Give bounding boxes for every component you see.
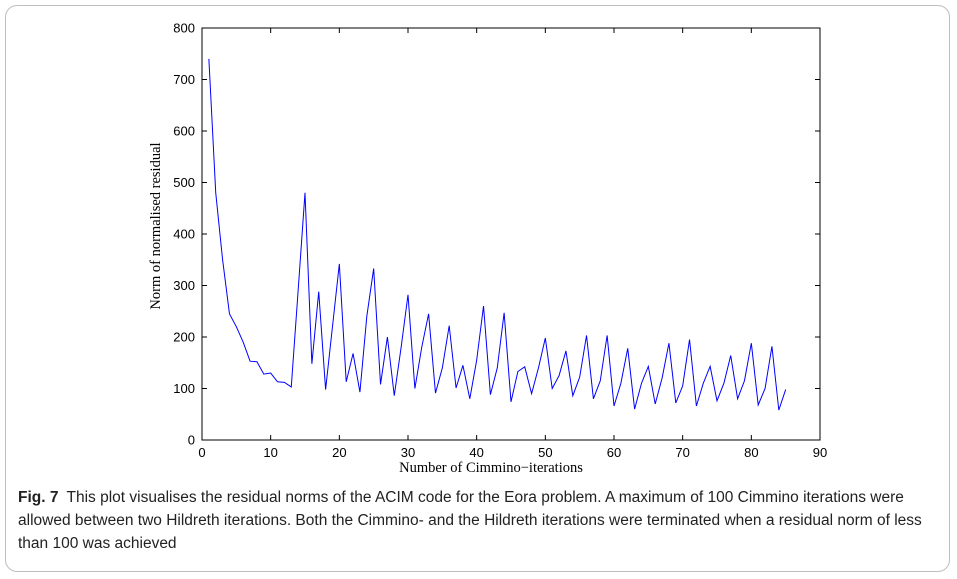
x-axis-title: Number of Cimmino−iterations: [399, 460, 583, 476]
y-tick-label: 300: [173, 278, 195, 293]
x-tick-label: 60: [607, 445, 621, 460]
x-tick-label: 70: [675, 445, 689, 460]
line-chart: 0 10 20 30 40 50 60 70 80 90 0 100 200 300 400 500 600 70…: [148, 21, 827, 477]
y-tick-label: 200: [173, 330, 195, 345]
x-tick-label: 30: [401, 445, 415, 460]
x-tick-label: 0: [198, 445, 205, 460]
y-axis-title: Norm of normalised residual: [148, 142, 164, 309]
x-tick-label: 40: [469, 445, 483, 460]
figure-label: Fig. 7: [18, 489, 59, 506]
x-tick-label: 90: [813, 445, 827, 460]
y-tick-label: 100: [173, 381, 195, 396]
figure-caption: Fig. 7 This plot visualises the residual…: [18, 486, 928, 555]
x-tick-label: 50: [538, 445, 552, 460]
x-tick-label: 10: [263, 445, 277, 460]
plot-area-box: [201, 27, 821, 441]
x-tick-label: 20: [332, 445, 346, 460]
figure-frame: [5, 5, 950, 572]
series-line-1: [208, 58, 787, 411]
y-tick-label: 800: [173, 21, 195, 36]
y-tick-label: 0: [188, 433, 195, 448]
caption-text: This plot visualises the residual norms …: [18, 489, 922, 552]
y-tick-label: 600: [173, 124, 195, 139]
y-tick-label: 700: [173, 72, 195, 87]
x-tick-label: 80: [744, 445, 758, 460]
y-tick-label: 500: [173, 175, 195, 190]
y-tick-label: 400: [173, 227, 195, 242]
